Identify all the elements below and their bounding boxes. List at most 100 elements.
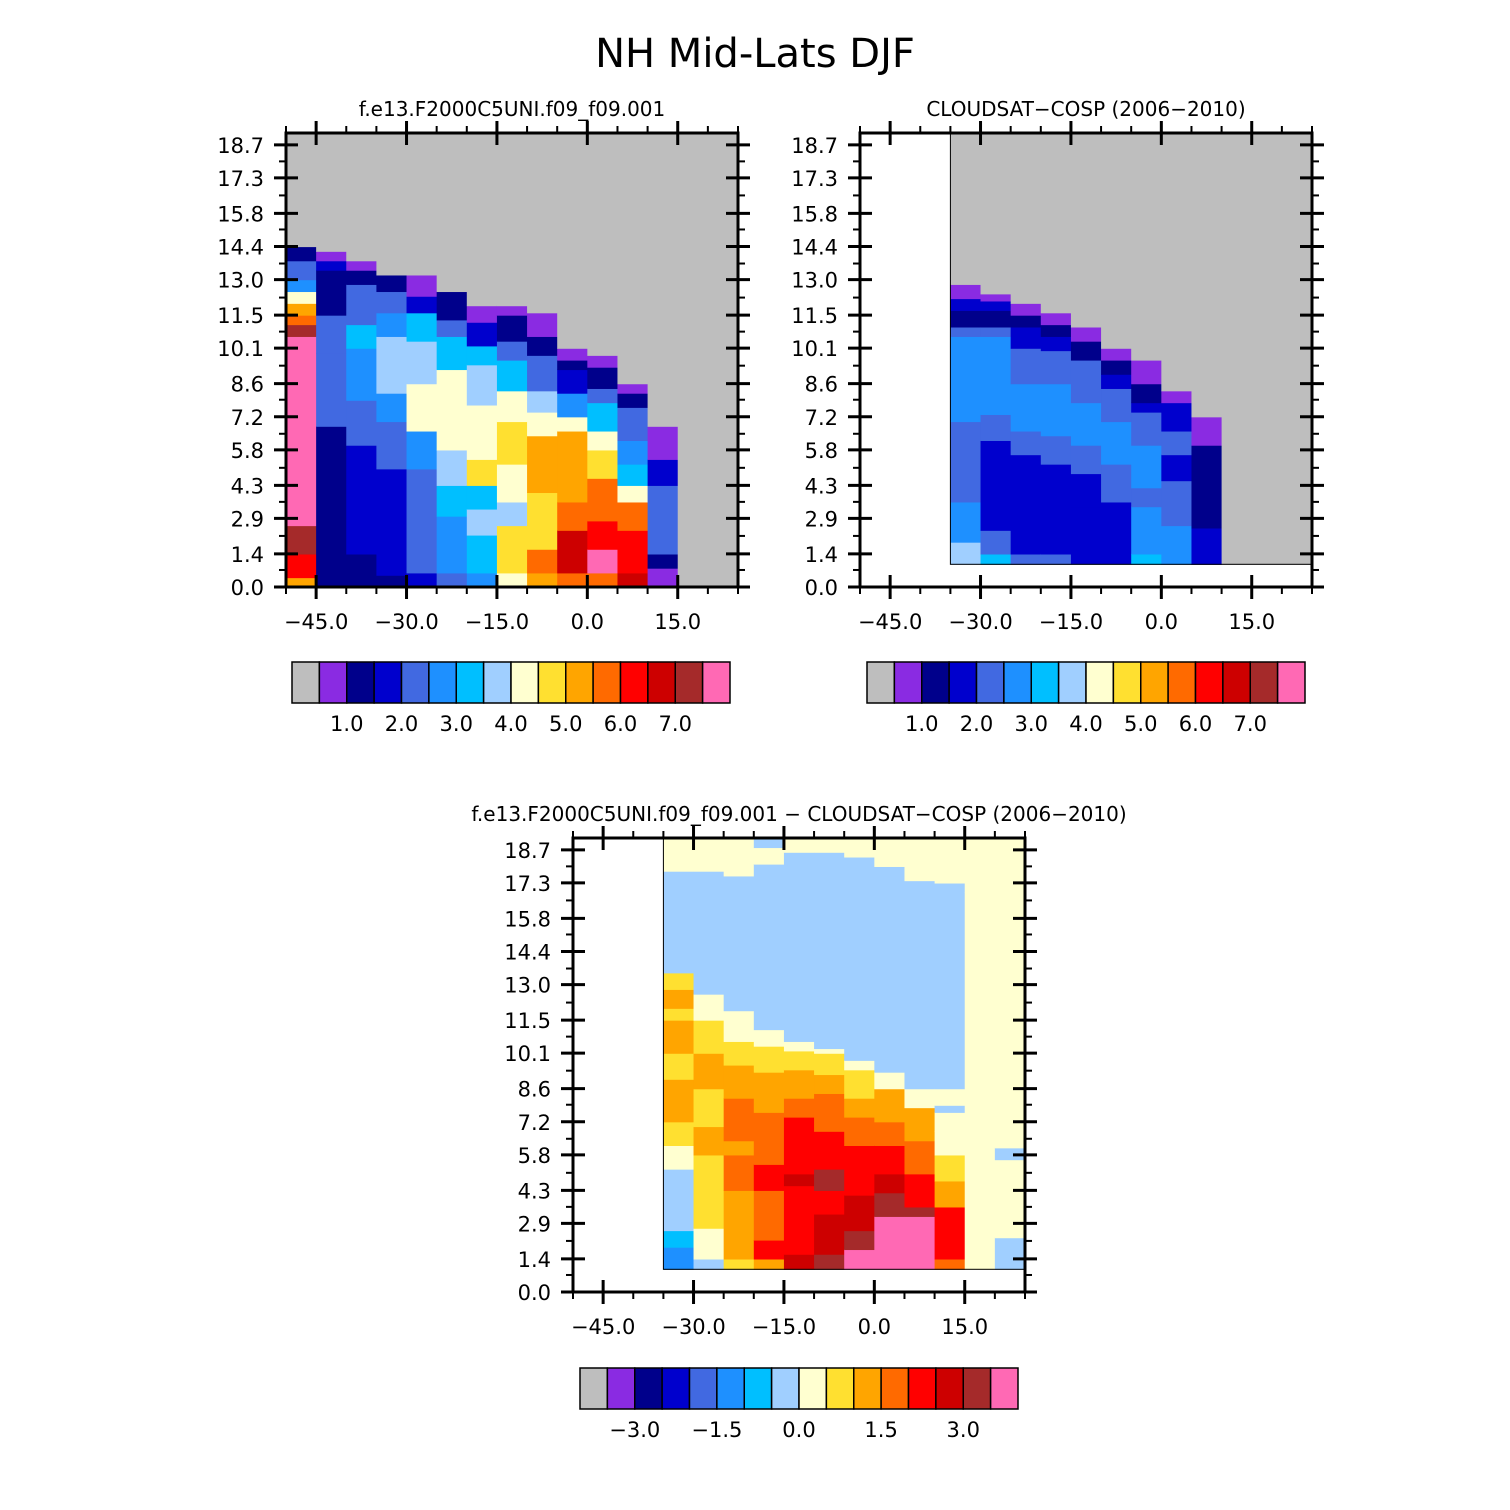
heatmap-cell bbox=[376, 133, 408, 276]
plot-frame bbox=[858, 131, 1314, 589]
heatmap-cell bbox=[950, 298, 982, 311]
heatmap-cell bbox=[1161, 430, 1193, 456]
colorbar-swatch bbox=[1249, 661, 1279, 704]
heatmap-cell bbox=[587, 449, 619, 479]
heatmap-cell bbox=[527, 549, 558, 574]
heatmap-cell bbox=[316, 352, 347, 427]
heatmap-cell bbox=[316, 251, 347, 262]
panel-difference: f.e13.F2000C5UNI.f09_f09.001 − CLOUDSAT−… bbox=[471, 802, 1126, 1442]
heatmap-cell bbox=[496, 525, 528, 574]
heatmap-cell bbox=[783, 1098, 815, 1118]
colorbar-swatch bbox=[921, 661, 950, 704]
heatmap-cell bbox=[406, 383, 438, 432]
heatmap-cell bbox=[406, 341, 438, 385]
heatmap-cell bbox=[1070, 506, 1102, 564]
y-tick-label: 17.3 bbox=[217, 167, 264, 191]
x-tick-label: −45.0 bbox=[858, 610, 922, 634]
y-tick-label: 10.1 bbox=[791, 337, 838, 361]
heatmap-cell bbox=[346, 400, 377, 446]
heatmap-cell bbox=[753, 1164, 785, 1191]
heatmap-cell bbox=[814, 1169, 845, 1191]
colorbar-label: 6.0 bbox=[1179, 712, 1212, 736]
heatmap-cell bbox=[1101, 360, 1132, 375]
heatmap-cell bbox=[406, 468, 438, 574]
x-tick-label: −30.0 bbox=[948, 610, 1012, 634]
heatmap-cell bbox=[406, 274, 438, 297]
heatmap-cell bbox=[1131, 133, 1162, 361]
colorbar-swatch bbox=[948, 661, 978, 704]
colorbar-swatch bbox=[1194, 661, 1224, 704]
heatmap-cell bbox=[723, 1258, 755, 1270]
heatmap-cell bbox=[316, 133, 347, 252]
heatmap-cell bbox=[496, 390, 528, 423]
heatmap-cell bbox=[874, 1121, 906, 1146]
heatmap-cell bbox=[557, 416, 588, 432]
heatmap-cell bbox=[286, 525, 317, 555]
y-tick-label: 15.8 bbox=[791, 202, 838, 226]
heatmap-cell bbox=[723, 1098, 755, 1142]
colorbar: 1.0 2.0 3.0 4.0 5.0 6.0 7.0 bbox=[291, 661, 731, 736]
heatmap-cell bbox=[466, 364, 498, 406]
heatmap-cell bbox=[647, 568, 679, 588]
y-tick-label: 14.4 bbox=[217, 236, 264, 260]
heatmap-cell bbox=[950, 326, 982, 337]
heatmap-cell bbox=[904, 838, 936, 882]
colorbar-label: 0.0 bbox=[782, 1418, 815, 1442]
colorbar-swatch bbox=[373, 661, 403, 704]
heatmap-cell bbox=[376, 421, 408, 470]
heatmap-cell bbox=[904, 1216, 936, 1270]
heatmap-cell bbox=[663, 1121, 695, 1146]
heatmap-cell bbox=[663, 1020, 695, 1054]
colorbar-swatch bbox=[647, 661, 676, 704]
heatmap-cell bbox=[527, 133, 558, 314]
colorbar-swatch bbox=[1222, 661, 1251, 704]
y-tick-label: 14.4 bbox=[791, 236, 838, 260]
x-axis: −45.0 −30.0 −15.0 0.0 15.0 bbox=[571, 826, 1026, 1339]
colorbar-swatch bbox=[880, 1367, 910, 1410]
heatmap-cell bbox=[753, 1029, 785, 1047]
heatmap-cell bbox=[934, 1112, 966, 1132]
heatmap-cell bbox=[1070, 473, 1102, 508]
heatmap-cell bbox=[693, 1088, 725, 1128]
heatmap-cell bbox=[1070, 360, 1102, 404]
heatmap-cell bbox=[346, 553, 377, 588]
colorbar-swatch bbox=[1030, 661, 1060, 704]
heatmap-cell bbox=[934, 1154, 966, 1182]
y-tick-label: 7.2 bbox=[518, 1111, 551, 1135]
x-tick-label: 0.0 bbox=[858, 1315, 891, 1339]
heatmap-cell bbox=[527, 390, 558, 413]
heatmap-cell bbox=[466, 485, 498, 510]
heatmap-cell bbox=[1040, 336, 1072, 352]
x-tick-label: −45.0 bbox=[571, 1315, 635, 1339]
heatmap-cell bbox=[496, 305, 528, 316]
heatmap-cell bbox=[950, 336, 982, 423]
heatmap-cell bbox=[587, 520, 619, 550]
y-axis: 18.7 17.3 15.8 14.4 13.0 11.5 10.1 8.6 7.2 5.8 4.3… bbox=[791, 134, 1324, 600]
colorbar-swatch bbox=[853, 1367, 882, 1410]
heatmap-cell bbox=[436, 485, 468, 517]
heatmap-cell bbox=[286, 133, 317, 248]
heatmap-cell bbox=[1131, 487, 1162, 508]
heatmap-cell bbox=[753, 1112, 785, 1165]
heatmap-cell bbox=[934, 1180, 966, 1208]
heatmap-cell bbox=[466, 345, 498, 366]
y-tick-label: 2.9 bbox=[805, 507, 838, 531]
heatmap-cell bbox=[1101, 525, 1132, 564]
figure-title: NH Mid-Lats DJF bbox=[595, 31, 915, 77]
heatmap-cell bbox=[904, 1206, 936, 1217]
heatmap-cell bbox=[844, 1230, 875, 1251]
colorbar-swatch bbox=[716, 1367, 745, 1410]
heatmap-cell bbox=[753, 864, 785, 1031]
y-tick-label: 4.3 bbox=[231, 474, 264, 498]
colorbar-swatch bbox=[455, 661, 485, 704]
colorbar-swatch bbox=[825, 1367, 855, 1410]
heatmap-cell bbox=[436, 319, 468, 337]
heatmap-cell bbox=[1131, 360, 1162, 385]
heatmap-cell bbox=[587, 388, 619, 404]
heatmap-cell bbox=[1131, 553, 1162, 565]
heatmap-cell bbox=[904, 1173, 936, 1208]
x-tick-label: 15.0 bbox=[941, 1315, 988, 1339]
heatmap-cell bbox=[617, 440, 649, 465]
colorbar-label: 3.0 bbox=[1015, 712, 1048, 736]
heatmap-cell bbox=[707, 133, 739, 588]
